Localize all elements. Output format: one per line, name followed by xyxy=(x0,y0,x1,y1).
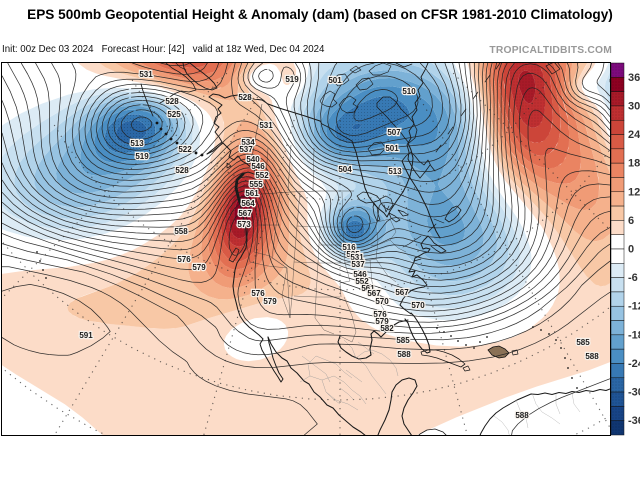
svg-text:501: 501 xyxy=(385,144,399,153)
svg-text:564: 564 xyxy=(241,199,255,208)
svg-text:507: 507 xyxy=(387,128,401,137)
svg-text:573: 573 xyxy=(237,220,251,229)
svg-text:513: 513 xyxy=(388,167,402,176)
svg-text:555: 555 xyxy=(249,180,263,189)
svg-text:36: 36 xyxy=(628,72,640,84)
svg-text:570: 570 xyxy=(411,301,425,310)
svg-text:528: 528 xyxy=(175,166,189,175)
svg-text:30: 30 xyxy=(628,100,640,112)
svg-text:579: 579 xyxy=(375,317,389,326)
svg-text:519: 519 xyxy=(285,75,299,84)
svg-text:-18: -18 xyxy=(628,329,640,341)
svg-text:501: 501 xyxy=(328,76,342,85)
svg-text:504: 504 xyxy=(338,165,352,174)
svg-text:552: 552 xyxy=(355,277,369,286)
svg-text:531: 531 xyxy=(259,121,273,130)
svg-text:522: 522 xyxy=(178,145,192,154)
svg-text:567: 567 xyxy=(395,288,409,297)
svg-text:528: 528 xyxy=(238,93,252,102)
svg-text:576: 576 xyxy=(251,289,265,298)
svg-text:537: 537 xyxy=(351,260,365,269)
svg-text:0: 0 xyxy=(628,244,634,256)
svg-text:24: 24 xyxy=(628,129,640,141)
svg-text:582: 582 xyxy=(380,324,394,333)
svg-text:576: 576 xyxy=(373,310,387,319)
svg-text:585: 585 xyxy=(396,336,410,345)
svg-text:-36: -36 xyxy=(628,415,640,427)
svg-text:531: 531 xyxy=(350,253,364,262)
svg-text:561: 561 xyxy=(245,189,259,198)
svg-text:-12: -12 xyxy=(628,301,640,313)
svg-text:540: 540 xyxy=(246,155,260,164)
svg-text:18: 18 xyxy=(628,158,640,170)
svg-text:579: 579 xyxy=(263,297,277,306)
svg-text:513: 513 xyxy=(130,139,144,148)
svg-text:546: 546 xyxy=(353,270,367,279)
svg-text:576: 576 xyxy=(177,255,191,264)
svg-text:-30: -30 xyxy=(628,387,640,399)
svg-text:588: 588 xyxy=(515,411,529,420)
svg-text:567: 567 xyxy=(367,289,381,298)
svg-text:519: 519 xyxy=(135,152,149,161)
svg-text:525: 525 xyxy=(167,110,181,119)
svg-text:552: 552 xyxy=(255,171,269,180)
svg-text:531: 531 xyxy=(139,70,153,79)
svg-text:585: 585 xyxy=(576,338,590,347)
svg-text:-6: -6 xyxy=(628,272,638,284)
svg-text:528: 528 xyxy=(165,97,179,106)
svg-text:588: 588 xyxy=(397,350,411,359)
svg-text:567: 567 xyxy=(238,209,252,218)
svg-text:591: 591 xyxy=(79,331,93,340)
svg-text:570: 570 xyxy=(375,297,389,306)
svg-text:561: 561 xyxy=(361,284,375,293)
svg-text:525: 525 xyxy=(346,250,360,259)
svg-text:546: 546 xyxy=(251,162,265,171)
svg-text:558: 558 xyxy=(174,227,188,236)
svg-text:588: 588 xyxy=(585,352,599,361)
svg-text:6: 6 xyxy=(628,215,634,227)
svg-text:12: 12 xyxy=(628,186,640,198)
svg-text:579: 579 xyxy=(192,263,206,272)
svg-text:516: 516 xyxy=(342,243,356,252)
svg-text:-24: -24 xyxy=(628,358,640,370)
svg-text:534: 534 xyxy=(241,138,255,147)
svg-text:510: 510 xyxy=(402,87,416,96)
svg-text:537: 537 xyxy=(239,145,253,154)
